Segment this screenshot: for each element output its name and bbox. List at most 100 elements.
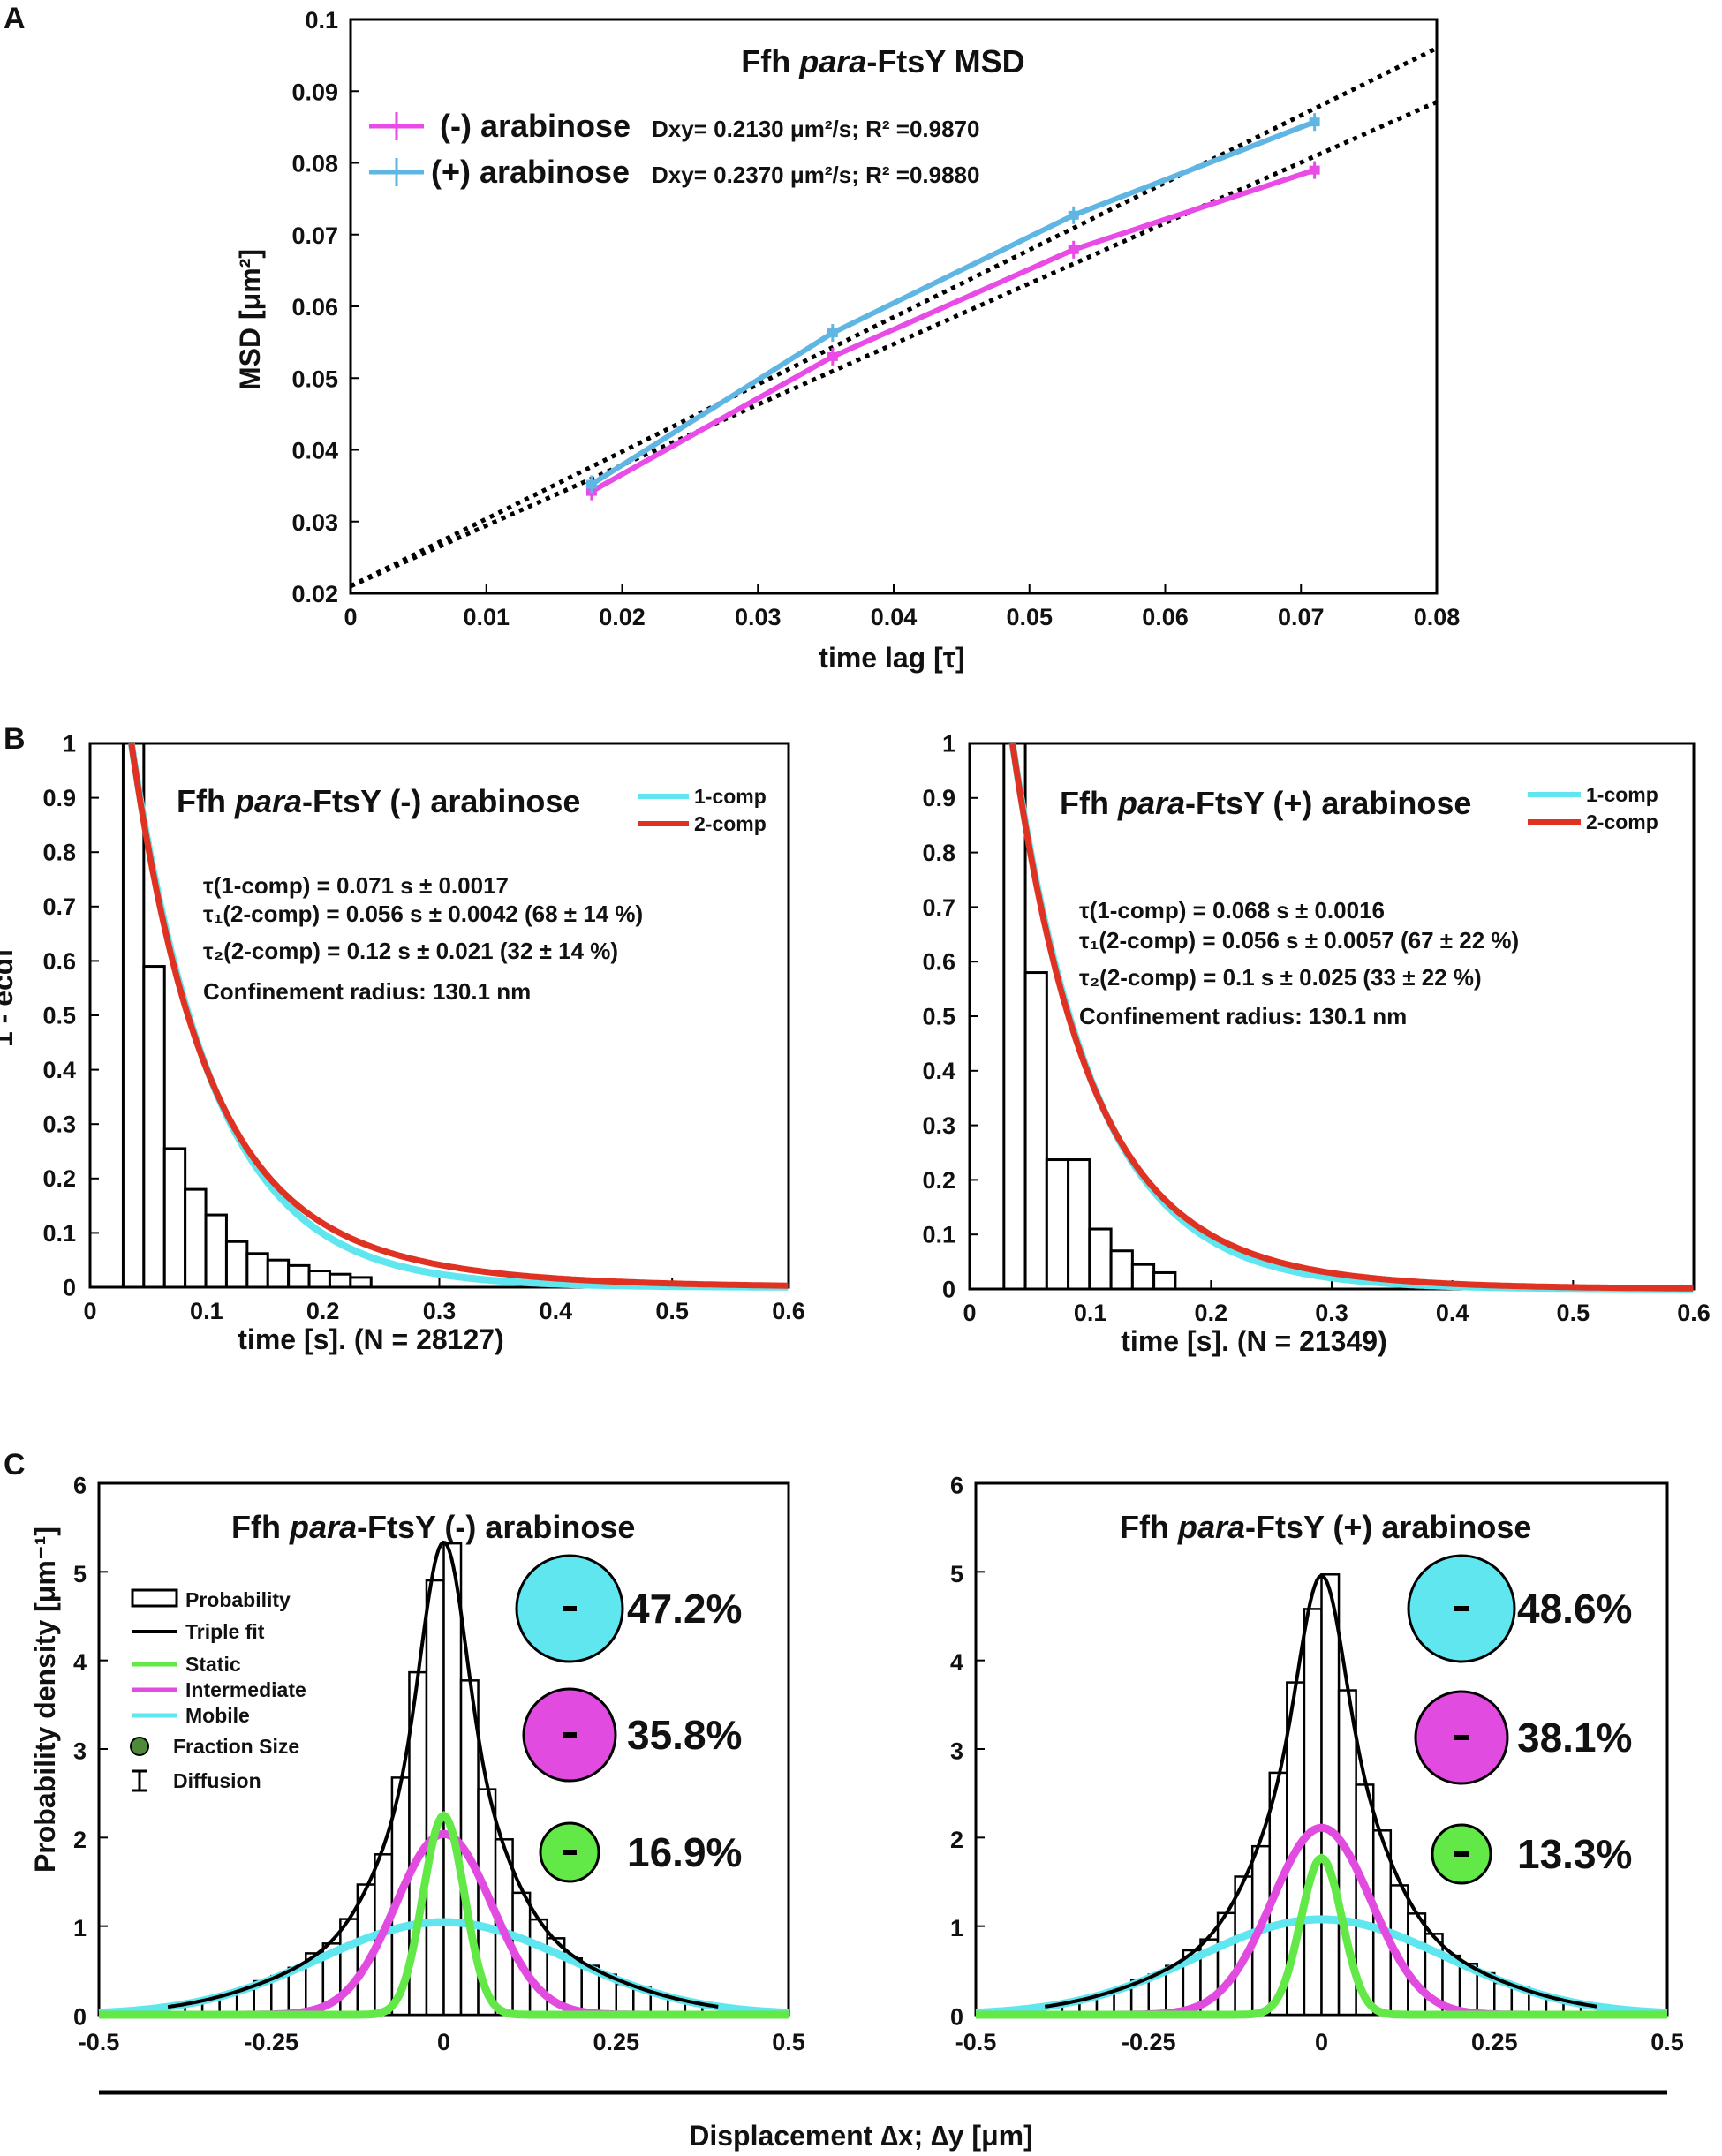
panel-c1-fraction-label: 47.2% (627, 1586, 742, 1632)
panel-b2-legend: 1-comp 2-comp (1528, 783, 1658, 833)
panel-c2-xtick-label: 0 (1315, 2029, 1328, 2055)
panel-a-xtick-label: 0.05 (1006, 604, 1053, 630)
legend-plus-stats: Dxy= 0.2370 μm²/s; R² =0.9880 (652, 162, 979, 188)
panel-b2-xtick-label: 0 (963, 1300, 976, 1326)
legend-triplefit-label: Triple fit (185, 1620, 265, 1643)
panel-b2-ytick-label: 0.9 (922, 785, 955, 811)
panel-a-point (1068, 210, 1079, 220)
panel-a-xlabel: time lag [τ] (819, 642, 964, 674)
panel-c2-ytick-label: 2 (950, 1827, 963, 1853)
panel-b1-xtick-label: 0.5 (655, 1298, 689, 1324)
panel-a-legend: (-) arabinose Dxy= 0.2130 μm²/s; R² =0.9… (369, 108, 979, 190)
panel-b2-hist-bar (1067, 1158, 1091, 1291)
panel-b1-hist-bar (349, 1276, 373, 1289)
panel-label-c: C (4, 1448, 26, 1481)
panel-c1-triple-fit (167, 1540, 719, 2009)
panel-b1-plot: 0 0.1 0.2 0.3 0.4 0.5 0.6 0 0.1 0.2 0.3 0.4 0.5 0.6 0.… (42, 730, 804, 1324)
legend-diffusion-label: Diffusion (173, 1769, 261, 1792)
panel-c1-component-static (99, 1811, 789, 2019)
panel-a-ytick-label: 0.08 (291, 151, 338, 177)
panel-b2-xtick-label: 0.6 (1677, 1300, 1711, 1326)
panel-b2-xtick-label: 0.1 (1074, 1300, 1107, 1326)
panel-a-xtick-label: 0.01 (463, 604, 510, 630)
legend-diffusion-icon (132, 1769, 147, 1792)
panel-c1-ytick-label: 3 (73, 1738, 87, 1765)
panel-a-xtick-label: 0.02 (599, 604, 646, 630)
panel-c1-plot: -0.5 -0.25 0 0.25 0.5 0 1 2 3 4 5 6 47.2% 35.8% 16.9% (73, 1473, 805, 2055)
panel-b1-hist-bar (204, 1213, 228, 1289)
panel-b1-ytick-label: 0 (63, 1274, 76, 1300)
legend-fraction-label: Fraction Size (173, 1735, 299, 1758)
panel-b1-legend: 1-comp 2-comp (638, 785, 767, 835)
panel-b1-annot-1: τ(1-comp) = 0.071 s ± 0.0017 (203, 872, 509, 899)
legend-probability-label: Probability (185, 1588, 291, 1611)
panel-c1-ytick-label: 5 (73, 1561, 87, 1587)
panel-a-fit-line (349, 100, 1439, 589)
panel-b1-hist-bar (245, 1252, 269, 1289)
panel-c1-ytick-label: 0 (73, 2004, 87, 2031)
panel-b1-xlabel: time [s]. (N = 28127) (238, 1323, 503, 1355)
panel-a-ytick-label: 0.1 (305, 7, 338, 34)
panel-b2-title: Ffh para-FtsY (+) arabinose (1060, 785, 1471, 821)
panel-b2-ytick-label: 0.5 (922, 1003, 955, 1029)
panel-a-ytick-label: 0.07 (291, 222, 338, 249)
panel-a-ylabel: MSD [μm²] (234, 249, 266, 390)
panel-a-ytick-label: 0.02 (291, 581, 338, 607)
panel-c1-xtick-label: 0.5 (772, 2029, 805, 2055)
panel-c2-xtick-label: 0.25 (1471, 2029, 1518, 2055)
panel-b2-hist-bar (1023, 971, 1048, 1291)
panel-b2-hist-bar (1002, 742, 1027, 1291)
panel-c2-xtick-label: 0.5 (1650, 2029, 1684, 2055)
panel-a-xtick-label: 0.04 (871, 604, 918, 630)
panel-c1-ytick-label: 2 (73, 1827, 87, 1853)
panel-c1-ytick-label: 1 (73, 1915, 87, 1941)
panel-c2-hist-bar (1407, 1912, 1427, 2017)
panel-c2-triple-fit (1044, 1573, 1597, 2009)
panel-label-a: A (4, 2, 26, 35)
panel-c1-title: Ffh para-FtsY (-) arabinose (231, 1509, 635, 1545)
panel-a-series-line (590, 119, 1316, 487)
panel-a-fit-line (349, 46, 1439, 589)
panel-b2-fit-2comp (1009, 743, 1694, 1292)
panel-a-ytick-label: 0.04 (291, 438, 338, 464)
panel-a-xtick-label: 0.07 (1278, 604, 1325, 630)
panel-c2-xtick-label: -0.25 (1122, 2029, 1176, 2055)
panel-b2-xtick-label: 0.3 (1315, 1300, 1348, 1326)
panel-a-point (1309, 117, 1320, 127)
panel-c2-hist-bar (1320, 1573, 1341, 2017)
panel-b1-ytick-label: 0.2 (42, 1165, 76, 1192)
panel-b2-annot-1: τ(1-comp) = 0.068 s ± 0.0016 (1079, 897, 1385, 923)
legend-plus-label: (+) arabinose (431, 154, 630, 190)
panel-b2-ytick-label: 0.3 (922, 1112, 955, 1139)
panel-c1-fraction-label: 35.8% (627, 1712, 742, 1758)
panel-b2-hist-bar (1109, 1249, 1134, 1291)
panel-b1-ytick-label: 0.9 (42, 785, 76, 811)
panel-c1-hist-bar (442, 1542, 463, 2017)
panel-b1-hist-bar (266, 1258, 291, 1289)
legend-fraction-icon (130, 1737, 149, 1756)
panel-a-ytick-label: 0.05 (291, 366, 338, 392)
panel-a-axes-frame (349, 18, 1439, 595)
panel-a-point (827, 328, 838, 338)
panel-a-xtick-label: 0 (344, 604, 357, 630)
panel-b2-hist-bar (1045, 1158, 1070, 1291)
panel-b2-ytick-label: 0.8 (922, 840, 955, 866)
panel-c2-ytick-label: 0 (950, 2004, 963, 2031)
panel-a-point (585, 479, 597, 489)
panel-a-ytick-label: 0.03 (291, 509, 338, 536)
panel-a-ytick-label: 0.06 (291, 294, 338, 320)
panel-b1-hist-bar (328, 1272, 352, 1289)
panel-b2-legend-1comp: 1-comp (1586, 783, 1658, 806)
panel-b1-hist-bar (307, 1270, 331, 1289)
panel-b1-ytick-label: 0.1 (42, 1220, 76, 1247)
panel-b2-legend-2comp: 2-comp (1586, 810, 1658, 833)
panel-b1-hist-bar (162, 1147, 187, 1289)
legend-minus-label: (-) arabinose (440, 108, 631, 144)
panel-b1-fit-2comp (128, 743, 789, 1289)
panel-c2-title: Ffh para-FtsY (+) arabinose (1120, 1509, 1531, 1545)
panel-b2-ytick-label: 0.1 (922, 1222, 955, 1248)
panel-b2-ytick-label: 0.4 (922, 1058, 955, 1084)
panel-b1-xtick-label: 0.2 (306, 1298, 340, 1324)
panel-c1-xtick-label: -0.25 (244, 2029, 298, 2055)
panel-c2-fraction-label: 13.3% (1517, 1831, 1632, 1877)
